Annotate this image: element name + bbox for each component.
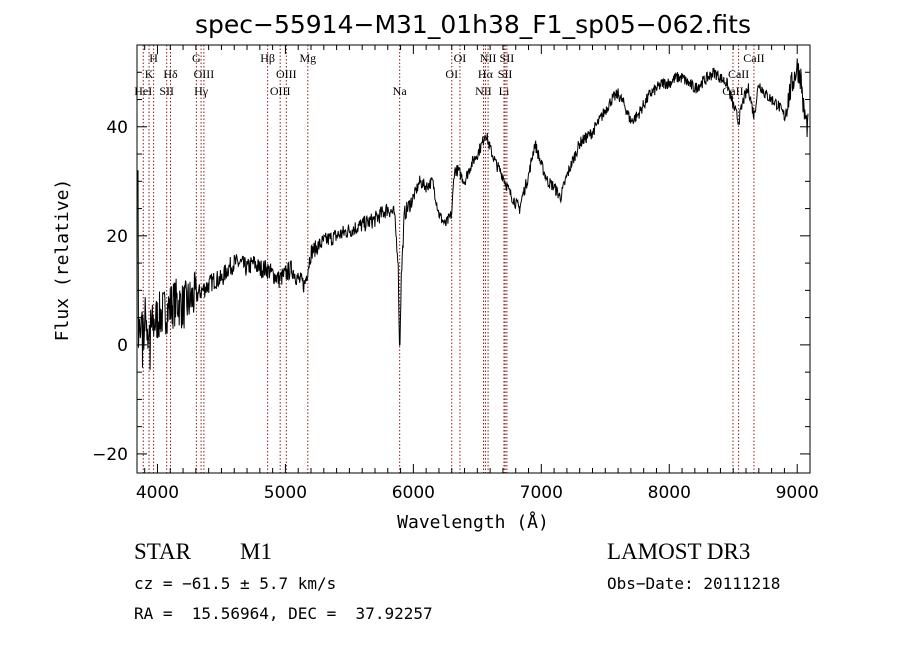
spectral-line-label-22: CaII [728, 67, 749, 81]
spectral-line-label-12: Na [393, 84, 408, 98]
y-tick-label-0: −20 [92, 445, 128, 465]
observation-date: Obs−Date: 20111218 [607, 574, 781, 593]
y-axis-label: Flux (relative) [52, 179, 73, 342]
plot-frame [136, 44, 811, 474]
spectral-line-label-17: NII [480, 51, 497, 65]
x-tick-label-0: 4000 [136, 483, 179, 503]
x-tick-label-2: 6000 [392, 483, 435, 503]
spectral-line-label-10: OIII [276, 67, 297, 81]
velocity-readout: cz = −61.5 ± 5.7 km/s [134, 574, 337, 593]
survey-name: LAMOST DR3 [607, 539, 751, 564]
spectral-line-label-9: OIII [270, 84, 291, 98]
x-axis-label: Wavelength (Å) [397, 511, 549, 533]
spectral-line-label-5: G [192, 51, 201, 65]
spectral-line-label-23: CaII [743, 51, 764, 65]
x-tick-label-4: 8000 [648, 483, 691, 503]
spectral-line-label-11: Mg [299, 51, 316, 65]
spectral-line-label-4: Hδ [163, 67, 178, 81]
object-subclass: M1 [240, 539, 272, 564]
spectral-line-label-15: NII [475, 84, 492, 98]
object-class: STAR [134, 539, 191, 564]
spectral-line-markers: HeIKHSIIHδGHγOIIIHβOIIIOIIIMgNaOIOINIIHα… [134, 45, 765, 473]
spectral-line-label-20: SII [500, 51, 515, 65]
spectral-line-label-14: OI [454, 51, 467, 65]
x-tick-label-3: 7000 [520, 483, 563, 503]
spectral-line-label-18: Li [499, 84, 510, 98]
coordinates-readout: RA = 15.56964, DEC = 37.92257 [134, 604, 433, 623]
chart-title: spec−55914−M31_01h38_F1_sp05−062.fits [195, 10, 751, 39]
spectral-line-label-16: Hα [478, 67, 494, 81]
spectral-line-label-0: HeI [134, 84, 152, 98]
x-tick-label-5: 9000 [776, 483, 819, 503]
spectral-line-label-8: Hβ [260, 51, 275, 65]
y-tick-label-1: 0 [117, 336, 128, 356]
y-tick-label-2: 20 [106, 227, 128, 247]
spectral-line-label-19: SII [498, 67, 513, 81]
y-tick-label-3: 40 [106, 118, 128, 138]
axis-ticks: 4000 5000 6000 7000 8000 9000 −20 0 20 40 [92, 45, 819, 503]
x-tick-label-1: 5000 [264, 483, 307, 503]
spectral-line-label-13: OI [445, 67, 458, 81]
spectral-line-label-7: OIII [194, 67, 215, 81]
spectral-line-label-6: Hγ [194, 84, 209, 98]
spectral-line-label-1: K [145, 67, 154, 81]
spectrum-series-line [137, 58, 809, 370]
spectral-line-label-3: SII [159, 84, 174, 98]
spectral-line-label-2: H [149, 51, 158, 65]
